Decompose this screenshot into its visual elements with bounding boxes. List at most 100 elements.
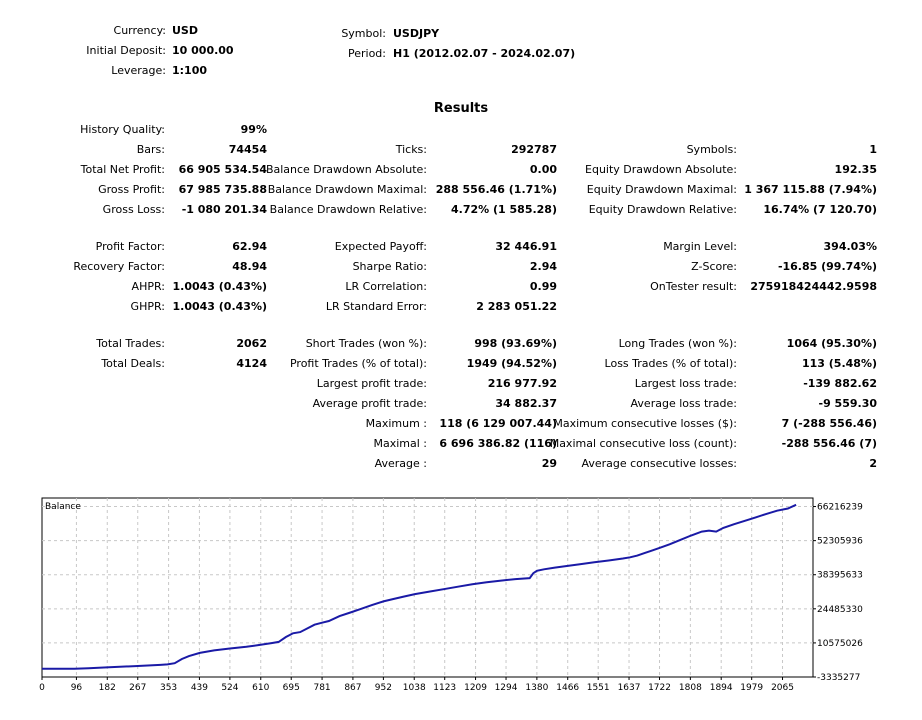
stat-label: Total Net Profit: — [80, 163, 165, 176]
x-tick-label: 1466 — [556, 683, 579, 693]
stat-value: 275918424442.9598 — [750, 280, 877, 293]
stat-label: LR Standard Error: — [325, 300, 427, 313]
x-tick-label: 1722 — [648, 683, 671, 693]
chart-title: Balance — [45, 502, 81, 512]
stat-label: Balance Drawdown Absolute: — [265, 163, 427, 176]
x-tick-label: 182 — [99, 683, 116, 693]
stat-label: Average consecutive losses: — [581, 457, 737, 470]
stat-label: Average : — [374, 457, 427, 470]
stat-label: Balance Drawdown Maximal: — [267, 183, 427, 196]
stat-label: Total Trades: — [96, 337, 165, 350]
stat-value: 2062 — [236, 337, 267, 350]
stat-value: 66 905 534.54 — [178, 163, 267, 176]
stat-value: -16.85 (99.74%) — [777, 260, 877, 273]
header-label: Leverage: — [111, 64, 166, 77]
header-label: Symbol: — [341, 27, 386, 40]
x-tick-label: 1551 — [587, 683, 610, 693]
x-tick-label: 695 — [283, 683, 300, 693]
stat-label: Maximal consecutive loss (count): — [549, 437, 737, 450]
stat-value: -288 556.46 (7) — [781, 437, 877, 450]
stat-label: Equity Drawdown Relative: — [588, 203, 737, 216]
stat-value: 1064 (95.30%) — [786, 337, 877, 350]
stat-value: -1 080 201.34 — [181, 203, 267, 216]
stat-value: 2 283 051.22 — [476, 300, 557, 313]
stat-label: Maximum : — [365, 417, 427, 430]
stat-value: 118 (6 129 007.44) — [439, 417, 557, 430]
stat-value: 998 (93.69%) — [474, 337, 557, 350]
stat-label: Gross Profit: — [98, 183, 165, 196]
balance-chart: 0 96 182 267 353 439 524 610 695 781 867 952 1038 112… — [39, 497, 863, 693]
stat-label: Ticks: — [395, 143, 427, 156]
stat-label: Recovery Factor: — [73, 260, 165, 273]
stat-label: Average loss trade: — [630, 397, 737, 410]
stat-value: 16.74% (7 120.70) — [763, 203, 877, 216]
stat-value: 74454 — [228, 143, 267, 156]
stat-label: Total Deals: — [101, 357, 165, 370]
results-title: Results — [433, 101, 489, 116]
stat-value: 292787 — [511, 143, 557, 156]
stat-value: 2.94 — [529, 260, 557, 273]
stat-value: 6 696 386.82 (116) — [439, 437, 557, 450]
stat-value: 29 — [541, 457, 557, 470]
stat-value: 216 977.92 — [487, 377, 557, 390]
stat-label: GHPR: — [130, 300, 165, 313]
header-value: USD — [172, 24, 198, 37]
stat-value: -139 882.62 — [803, 377, 877, 390]
x-tick-label: 952 — [375, 683, 392, 693]
x-tick-label: 439 — [191, 683, 208, 693]
x-tick-label: 96 — [71, 683, 83, 693]
header-value: 10 000.00 — [172, 44, 234, 57]
stat-label: Gross Loss: — [102, 203, 165, 216]
x-tick-label: 353 — [160, 683, 177, 693]
y-tick-label: 66216239 — [817, 503, 863, 513]
stat-label: Equity Drawdown Maximal: — [586, 183, 737, 196]
stat-value: 32 446.91 — [495, 240, 557, 253]
header-label: Currency: — [113, 24, 166, 37]
stat-value: 62.94 — [232, 240, 267, 253]
y-tick-label: 52305936 — [817, 537, 863, 547]
stat-label: LR Correlation: — [345, 280, 427, 293]
stat-value: 394.03% — [823, 240, 877, 253]
stat-label: Symbols: — [686, 143, 737, 156]
stat-label: Long Trades (won %): — [618, 337, 737, 350]
stat-label: Maximum consecutive losses ($): — [553, 417, 737, 430]
y-tick-label: 24485330 — [817, 605, 863, 615]
stat-value: 1 367 115.88 (7.94%) — [744, 183, 877, 196]
x-tick-label: 1380 — [525, 683, 548, 693]
stat-value: 7 (-288 556.46) — [781, 417, 877, 430]
stat-value: 34 882.37 — [495, 397, 557, 410]
stat-value: 48.94 — [232, 260, 267, 273]
stat-label: OnTester result: — [650, 280, 737, 293]
stat-value: 1949 (94.52%) — [466, 357, 557, 370]
stat-label: Expected Payoff: — [334, 240, 427, 253]
x-tick-label: 1038 — [403, 683, 426, 693]
stat-label: Maximal : — [373, 437, 427, 450]
y-tick-label: -3335277 — [817, 673, 860, 683]
header-value: 1:100 — [172, 64, 208, 77]
stat-label: Balance Drawdown Relative: — [269, 203, 427, 216]
stat-value: 288 556.46 (1.71%) — [435, 183, 557, 196]
x-tick-label: 267 — [129, 683, 146, 693]
stat-label: Profit Trades (% of total): — [289, 357, 427, 370]
stat-value: 2 — [869, 457, 877, 470]
stat-value: 1.0043 (0.43%) — [172, 280, 268, 293]
stat-value: 1 — [869, 143, 877, 156]
header-value: USDJPY — [393, 27, 440, 40]
stat-label: Profit Factor: — [95, 240, 165, 253]
x-tick-label: 524 — [221, 683, 238, 693]
stat-value: -9 559.30 — [818, 397, 878, 410]
x-tick-label: 2065 — [771, 683, 794, 693]
stat-label: Average profit trade: — [312, 397, 427, 410]
stat-value: 113 (5.48%) — [801, 357, 877, 370]
y-tick-label: 10575026 — [817, 639, 863, 649]
stat-label: Largest loss trade: — [634, 377, 737, 390]
stat-label: Sharpe Ratio: — [352, 260, 427, 273]
stat-value: 192.35 — [834, 163, 877, 176]
x-tick-label: 1979 — [740, 683, 763, 693]
stat-value: 1.0043 (0.43%) — [172, 300, 268, 313]
stat-value: 4124 — [236, 357, 267, 370]
x-tick-label: 781 — [313, 683, 330, 693]
x-tick-label: 1123 — [433, 683, 456, 693]
stat-label: Bars: — [136, 143, 165, 156]
